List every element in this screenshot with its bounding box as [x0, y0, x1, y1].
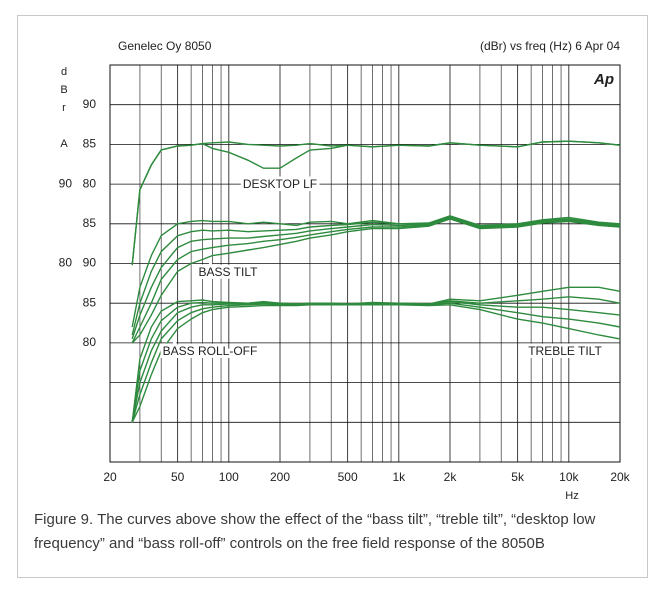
- y-tick-label: 85: [83, 295, 97, 309]
- x-axis-label: Hz: [565, 490, 578, 502]
- x-tick-label: 5k: [511, 470, 525, 484]
- x-tick-label: 10k: [559, 470, 579, 484]
- response-curve: [131, 304, 621, 423]
- response-curve: [131, 217, 621, 344]
- response-curve: [131, 296, 621, 423]
- x-tick-label: 2k: [444, 470, 458, 484]
- response-curve: [131, 218, 621, 344]
- chart-subtitle: (dBr) vs freq (Hz) 6 Apr 04: [480, 39, 620, 53]
- y-tick-label: 90: [83, 97, 97, 111]
- x-tick-label: 20: [103, 470, 117, 484]
- plot-border: [109, 64, 621, 463]
- y-tick-label: 90: [83, 256, 97, 270]
- y-axis-label: dBr A: [58, 66, 70, 156]
- response-curve: [131, 216, 621, 340]
- x-tick-label: 500: [338, 470, 358, 484]
- response-curve: [131, 215, 621, 336]
- y-tick-label: 85: [83, 216, 97, 230]
- annotation: BASS TILT: [199, 265, 259, 279]
- y-tick-label: 80: [83, 176, 97, 190]
- caption: Figure 9. The curves above show the effe…: [34, 511, 596, 552]
- chart: Genelec Oy 8050 (dBr) vs freq (Hz) 6 Apr…: [58, 39, 631, 502]
- response-curve: [131, 302, 621, 423]
- annotation: TREBLE TILT: [528, 344, 602, 358]
- response-curve: [131, 300, 621, 423]
- y-tick-label: 80: [59, 256, 73, 270]
- x-tick-label: 100: [219, 470, 239, 484]
- figure-frame: [17, 15, 648, 578]
- y-tick-label: 80: [83, 335, 97, 349]
- response-curve: [131, 140, 621, 266]
- y-tick-label: 90: [59, 176, 73, 190]
- response-curve: [131, 140, 621, 266]
- annotation: DESKTOP LF: [243, 177, 317, 191]
- annotation: BASS ROLL-OFF: [163, 344, 258, 358]
- x-tick-label: 20k: [610, 470, 630, 484]
- x-tick-label: 1k: [392, 470, 406, 484]
- logo: Ap: [593, 71, 614, 88]
- x-tick-label: 50: [171, 470, 185, 484]
- y-tick-label: 85: [83, 137, 97, 151]
- chart-title: Genelec Oy 8050: [118, 39, 212, 53]
- response-curve: [131, 215, 621, 328]
- x-tick-label: 200: [270, 470, 290, 484]
